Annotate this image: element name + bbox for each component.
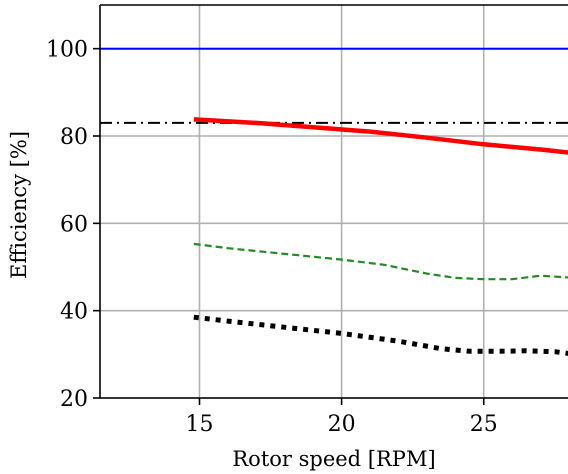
grid-lines	[100, 5, 568, 399]
y-tick-label: 40	[60, 300, 88, 325]
series-lines	[100, 47, 568, 356]
x-axis-label: Rotor speed [RPM]	[232, 447, 435, 471]
y-tick-label: 20	[60, 387, 88, 412]
y-tick-label: 100	[46, 38, 88, 63]
x-tick-label: 25	[470, 412, 498, 437]
series-line-3	[193, 117, 568, 155]
axes	[99, 4, 568, 399]
x-tick-label: 15	[185, 412, 213, 437]
series-line-4	[193, 242, 568, 281]
y-axis-label: Efficiency [%]	[7, 131, 31, 279]
y-tick-label: 60	[60, 212, 88, 237]
series-line-5	[193, 314, 568, 356]
tick-labels: 15 20 25 20 40 60 80 100	[46, 38, 498, 437]
y-tick-label: 80	[60, 125, 88, 150]
x-tick-label: 20	[328, 412, 356, 437]
